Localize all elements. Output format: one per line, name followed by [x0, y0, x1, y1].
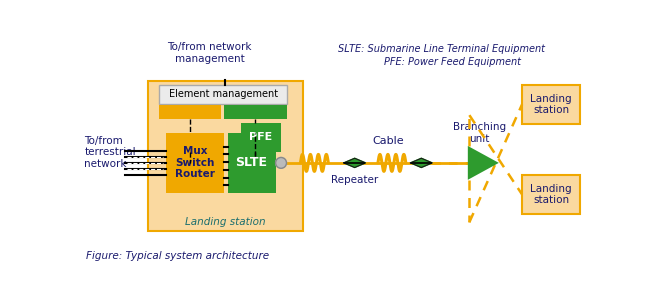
- Polygon shape: [411, 158, 432, 167]
- Polygon shape: [344, 158, 365, 167]
- Bar: [522, 85, 580, 124]
- Text: Figure: Typical system architecture: Figure: Typical system architecture: [86, 251, 269, 261]
- Text: Branching
unit: Branching unit: [453, 122, 506, 144]
- Bar: [159, 105, 221, 119]
- Text: Element management: Element management: [169, 89, 278, 99]
- Text: Landing
station: Landing station: [531, 184, 572, 205]
- Text: PFE: Power Feed Equipment: PFE: Power Feed Equipment: [384, 57, 521, 66]
- Text: PFE: PFE: [250, 132, 272, 142]
- Bar: [522, 175, 580, 214]
- Text: To/from
terrestrial
network: To/from terrestrial network: [84, 135, 136, 169]
- Text: To/from network
management: To/from network management: [168, 42, 252, 63]
- Text: Repeater: Repeater: [331, 175, 379, 185]
- Bar: [159, 85, 288, 104]
- Text: SLTE: Submarine Line Terminal Equipment: SLTE: Submarine Line Terminal Equipment: [337, 44, 544, 54]
- Text: Cable: Cable: [372, 136, 404, 146]
- Text: Landing
station: Landing station: [531, 94, 572, 115]
- Bar: [224, 105, 288, 119]
- Text: Landing station: Landing station: [185, 217, 265, 227]
- Bar: [148, 81, 303, 231]
- Polygon shape: [468, 146, 499, 180]
- Text: SLTE: SLTE: [236, 156, 268, 169]
- Circle shape: [276, 157, 286, 168]
- Bar: [241, 123, 281, 152]
- Text: Mux
Switch
Router: Mux Switch Router: [175, 146, 215, 179]
- Bar: [227, 133, 276, 193]
- Bar: [166, 133, 225, 193]
